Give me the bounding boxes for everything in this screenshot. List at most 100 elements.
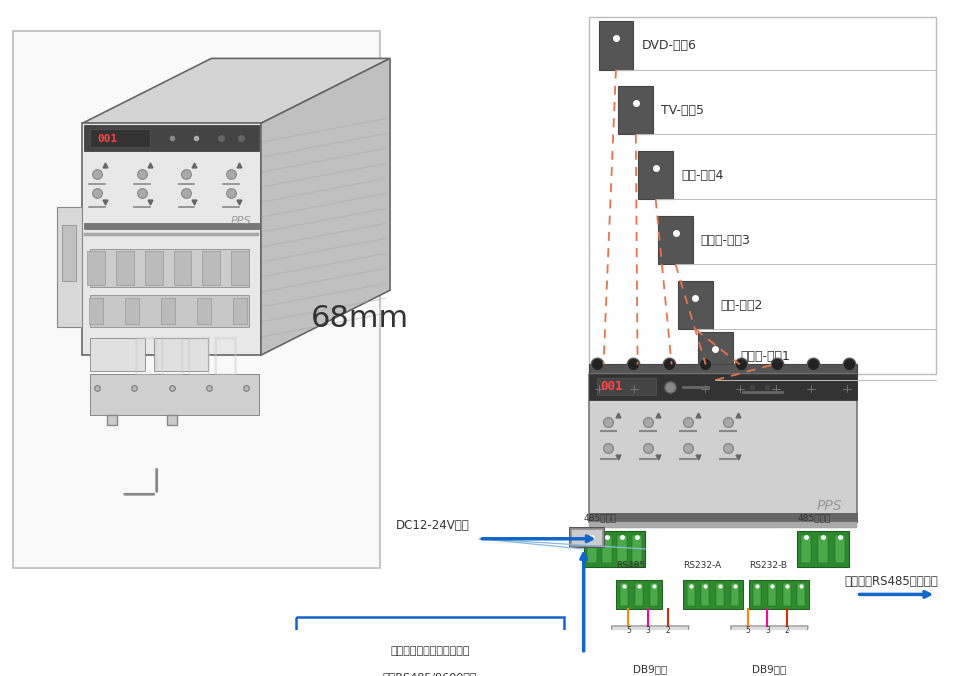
Bar: [161, 297, 174, 324]
Text: 解码器-红外3: 解码器-红外3: [700, 234, 750, 247]
Circle shape: [733, 382, 746, 395]
Bar: [638, 151, 672, 199]
Text: 485主控口: 485主控口: [797, 513, 829, 523]
Bar: [619, 583, 628, 606]
Circle shape: [698, 382, 711, 395]
Text: RS485: RS485: [616, 562, 645, 571]
Polygon shape: [82, 58, 390, 123]
Bar: [797, 531, 848, 566]
Text: RS232-B: RS232-B: [749, 562, 786, 571]
Bar: [91, 295, 249, 327]
Bar: [596, 379, 656, 395]
Text: RS232-A: RS232-A: [682, 562, 720, 571]
Bar: [781, 583, 790, 606]
Text: 001: 001: [600, 380, 622, 393]
Bar: [682, 579, 741, 609]
Bar: [145, 251, 162, 285]
Circle shape: [626, 382, 640, 395]
Bar: [153, 339, 208, 371]
Circle shape: [768, 382, 782, 395]
Bar: [658, 216, 692, 264]
Bar: [730, 583, 738, 606]
Bar: [12, 30, 379, 569]
Bar: [588, 374, 856, 522]
Bar: [91, 129, 150, 147]
Text: DC12-24V供电: DC12-24V供电: [395, 519, 469, 533]
Polygon shape: [261, 58, 390, 355]
Text: 2: 2: [784, 627, 789, 635]
Bar: [801, 535, 810, 563]
Circle shape: [803, 382, 818, 395]
Bar: [202, 251, 220, 285]
Text: 功放-红外2: 功放-红外2: [720, 299, 762, 312]
Bar: [650, 583, 658, 606]
Bar: [749, 579, 808, 609]
Bar: [588, 17, 935, 374]
Text: 网络控制口接路由或交换机: 网络控制口接路由或交换机: [390, 646, 469, 656]
Bar: [84, 224, 258, 229]
Bar: [598, 22, 633, 70]
Bar: [632, 535, 641, 563]
Text: 485主控口: 485主控口: [583, 513, 617, 523]
Text: 连接中控RS485主控制口: 连接中控RS485主控制口: [843, 575, 938, 588]
Bar: [84, 125, 258, 151]
Bar: [84, 233, 258, 237]
Bar: [586, 535, 596, 563]
Text: 001: 001: [97, 134, 117, 144]
Bar: [231, 251, 249, 285]
Bar: [295, 617, 563, 676]
Bar: [618, 87, 653, 135]
Polygon shape: [82, 123, 261, 355]
Bar: [698, 332, 732, 380]
Bar: [686, 583, 694, 606]
Bar: [588, 379, 856, 399]
Text: PPS: PPS: [231, 216, 251, 226]
Bar: [797, 583, 804, 606]
Text: DB9公头: DB9公头: [633, 665, 666, 674]
Bar: [678, 281, 712, 329]
Bar: [767, 583, 775, 606]
Text: 2: 2: [665, 627, 670, 635]
Bar: [834, 535, 844, 563]
Polygon shape: [730, 626, 807, 663]
Bar: [173, 251, 192, 285]
Bar: [588, 513, 856, 522]
Text: PPS: PPS: [816, 499, 841, 513]
Bar: [716, 583, 723, 606]
Bar: [91, 339, 145, 371]
Text: 3: 3: [764, 627, 769, 635]
Bar: [700, 583, 709, 606]
Bar: [601, 535, 611, 563]
Text: 投影-红外4: 投影-红外4: [680, 169, 722, 182]
Text: 透明RS485/9600协议: 透明RS485/9600协议: [382, 672, 476, 676]
Bar: [91, 374, 258, 416]
Bar: [116, 251, 133, 285]
Bar: [616, 579, 661, 609]
Text: TV-红外5: TV-红外5: [660, 104, 703, 117]
Text: 电视盒-红外1: 电视盒-红外1: [740, 349, 790, 362]
Circle shape: [839, 382, 853, 395]
Circle shape: [661, 382, 676, 395]
Polygon shape: [611, 626, 688, 663]
Text: DVD-红外6: DVD-红外6: [640, 39, 696, 52]
Bar: [617, 535, 626, 563]
Bar: [197, 297, 211, 324]
Bar: [89, 297, 103, 324]
Bar: [57, 207, 82, 327]
Bar: [233, 297, 247, 324]
Circle shape: [591, 382, 605, 395]
Text: 5: 5: [744, 627, 749, 635]
Bar: [753, 583, 760, 606]
Bar: [91, 249, 249, 287]
Bar: [62, 225, 76, 281]
Bar: [583, 531, 644, 566]
Bar: [817, 535, 827, 563]
Text: 3: 3: [645, 627, 650, 635]
Text: DB9母头: DB9母头: [751, 665, 785, 674]
Text: 68mm: 68mm: [311, 304, 408, 333]
Bar: [588, 364, 856, 376]
Bar: [588, 374, 856, 400]
Bar: [588, 522, 856, 528]
Text: 迦创智能: 迦创智能: [132, 334, 240, 377]
Bar: [570, 529, 601, 546]
